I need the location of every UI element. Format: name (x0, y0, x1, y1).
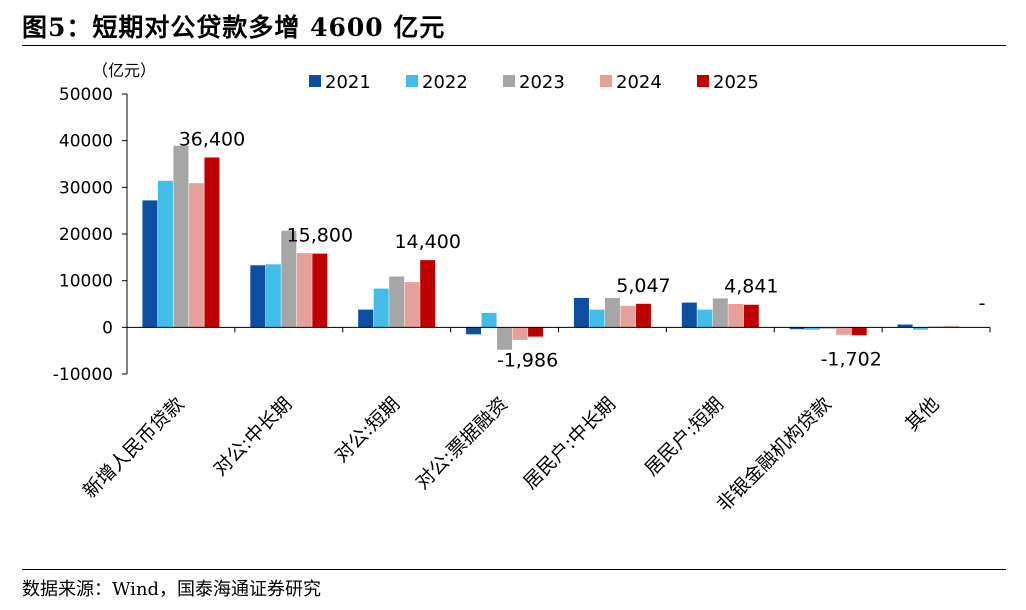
x-category-label: 居民户:短期 (641, 393, 728, 480)
bar-2022 (805, 327, 821, 330)
bar-2022 (157, 180, 173, 328)
bar-2023 (712, 298, 728, 328)
bar-2025 (312, 253, 328, 328)
page-title: 图5：短期对公贷款多增 4600 亿元 (22, 13, 446, 42)
chart-legend: 2021 2022 2023 2024 2025 (309, 72, 759, 93)
bar-2021 (358, 309, 374, 328)
bar-2023 (604, 297, 620, 328)
bar-2024 (944, 325, 960, 328)
bar-2025 (743, 304, 759, 328)
bar-2021 (142, 200, 158, 328)
bar-2023 (281, 230, 297, 328)
x-category-label: 其他 (901, 393, 943, 435)
legend-label: 2022 (422, 72, 468, 93)
x-category-label: 对公:票据融资 (411, 393, 512, 494)
bar-2024 (836, 327, 852, 335)
y-axis-unit-label: （亿元） (92, 61, 156, 80)
x-category-label: 新增人民币贷款 (79, 393, 189, 503)
bar-2023 (820, 327, 836, 329)
x-category-label: 对公:短期 (330, 393, 404, 467)
title-divider (22, 45, 1006, 46)
bar-2021 (897, 324, 913, 328)
data-label: - (979, 292, 986, 314)
bar-2022 (589, 309, 605, 328)
y-axis: -10000 0 10000 20000 30000 40000 50000 (53, 85, 128, 385)
data-label: 15,800 (287, 225, 353, 247)
chart-bars (142, 145, 960, 350)
bar-2021 (466, 327, 482, 335)
bar-2021 (681, 302, 697, 328)
legend-label: 2024 (616, 72, 662, 93)
bar-2024 (404, 282, 420, 328)
bar-2022 (265, 264, 281, 328)
x-category-label: 对公:中长期 (209, 393, 296, 480)
bar-2025 (851, 327, 867, 336)
bar-2022 (913, 327, 929, 330)
data-label: 14,400 (394, 231, 460, 253)
bar-2021 (250, 265, 266, 328)
bar-2025 (528, 327, 544, 337)
y-tick-label: 30000 (59, 178, 113, 198)
y-tick-label: 40000 (59, 132, 113, 152)
bar-2022 (697, 309, 713, 328)
x-category-label: 非银金融机构贷款 (713, 393, 836, 516)
legend-label: 2021 (325, 72, 371, 93)
bar-2023 (497, 327, 513, 350)
y-tick-label: -10000 (53, 365, 113, 385)
data-label: 36,400 (179, 128, 245, 150)
legend-swatch-2021 (309, 75, 321, 87)
data-label: 5,047 (616, 275, 670, 297)
x-category-label: 居民户:中长期 (519, 393, 620, 494)
legend-label: 2023 (519, 72, 565, 93)
source-note: 数据来源：Wind，国泰海通证券研究 (22, 579, 322, 600)
bar-2024 (728, 304, 744, 328)
data-labels: 36,400 15,800 14,400 -1,986 5,047 4,841 -1,702… (179, 128, 986, 371)
bar-2022 (481, 312, 497, 328)
bar-chart: 2021 2022 2023 2024 2025 （亿元） -10000 0 10000 20… (53, 61, 991, 516)
bar-2025 (635, 303, 651, 328)
bar-2023 (173, 145, 189, 328)
legend-label: 2025 (713, 72, 759, 93)
bar-2024 (620, 305, 636, 328)
bar-2025 (204, 157, 220, 328)
source-divider (22, 569, 1006, 570)
data-label: -1,986 (497, 350, 558, 372)
data-label: -1,702 (821, 348, 882, 370)
y-tick-label: 50000 (59, 85, 113, 105)
bar-2024 (188, 183, 204, 328)
bar-2024 (296, 253, 312, 328)
legend-swatch-2023 (503, 75, 515, 87)
bar-2021 (789, 327, 805, 330)
bar-2022 (373, 288, 389, 328)
bar-2024 (512, 327, 528, 340)
bar-2023 (389, 276, 405, 328)
legend-swatch-2025 (697, 75, 709, 87)
legend-swatch-2022 (406, 75, 418, 87)
bar-2025 (420, 260, 436, 328)
y-tick-label: 0 (102, 318, 113, 338)
y-tick-label: 10000 (59, 272, 113, 292)
bar-2021 (573, 297, 589, 328)
y-tick-label: 20000 (59, 225, 113, 245)
legend-swatch-2024 (600, 75, 612, 87)
data-label: 4,841 (724, 276, 778, 298)
